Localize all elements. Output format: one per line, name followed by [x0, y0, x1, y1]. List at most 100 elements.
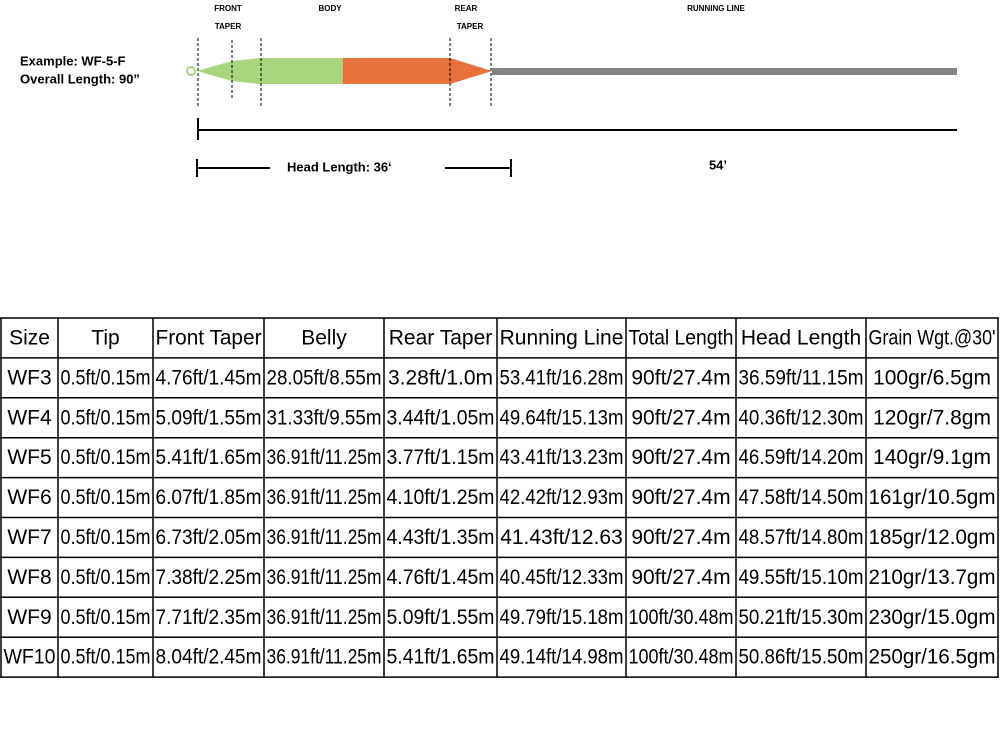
table-cell: 3.77ft/1.15m: [387, 446, 495, 469]
section-label: RUNNING LINE: [687, 4, 745, 13]
table-cell: 4.10ft/1.25m: [387, 486, 495, 509]
table-cell: 31.33ft/9.55m: [267, 406, 382, 429]
table-cell: 0.5ft/0.15m: [61, 446, 151, 469]
table-cell: 0.5ft/0.15m: [61, 646, 151, 669]
header-cell: Running Line: [500, 326, 624, 349]
table-cell: 49.14ft/14.98m: [500, 646, 624, 669]
table-cell: WF10: [4, 646, 56, 669]
head-length: Head Length: 36‘: [287, 159, 392, 174]
table-cell: 36.91ft/11.25m: [267, 446, 382, 469]
table-cell: WF6: [7, 486, 51, 509]
header-cell: Tip: [91, 326, 119, 349]
table-cell: 41.43ft/12.63: [500, 526, 623, 549]
table-cell: WF4: [7, 406, 52, 429]
table-cell: 46.59ft/14.20m: [739, 446, 864, 469]
table-cell: 0.5ft/0.15m: [61, 526, 151, 549]
table-cell: 40.36ft/12.30m: [739, 406, 864, 429]
table-cell: 49.64ft/15.13m: [500, 406, 624, 429]
table-cell: 42.42ft/12.93m: [500, 486, 624, 509]
table-cell: 90ft/27.4m: [631, 566, 730, 589]
table-cell: 36.91ft/11.25m: [267, 526, 382, 549]
header-cell: Size: [9, 326, 50, 349]
length-label: Overall Length: 90”: [20, 71, 140, 86]
table-cell: 4.76ft/1.45m: [156, 366, 262, 389]
length-lines: [196, 118, 957, 177]
section-label: BODY: [318, 4, 342, 13]
section-label: TAPER: [215, 22, 242, 31]
table-cell: 3.44ft/1.05m: [387, 406, 495, 429]
table-cell: 185gr/12.0gm: [869, 526, 996, 549]
table-cell: 0.5ft/0.15m: [61, 486, 151, 509]
table-cell: 36.91ft/11.25m: [267, 646, 382, 669]
table-cell: 140gr/9.1gm: [873, 446, 991, 469]
table-cell: 5.09ft/1.55m: [387, 606, 495, 629]
section-label: REAR: [455, 4, 478, 13]
table-cell: 90ft/27.4m: [631, 406, 730, 429]
example-label: Example: WF-5-F: [20, 53, 126, 68]
header-cell: Front Taper: [156, 326, 262, 349]
table-cell: 250gr/16.5gm: [869, 646, 996, 669]
table-cell: 36.91ft/11.25m: [267, 566, 382, 589]
table-cell: 4.43ft/1.35m: [387, 526, 495, 549]
rear-taper: [343, 58, 492, 84]
table-cell: 0.5ft/0.15m: [61, 566, 151, 589]
table-cell: 28.05ft/8.55m: [267, 366, 382, 389]
line-diagram: FRONT TAPER BODY REAR TAPER RUNNING LINE…: [20, 4, 957, 177]
header-cell: Total Length: [629, 326, 734, 349]
table-cell: 7.71ft/2.35m: [156, 606, 262, 629]
table-cell: 4.76ft/1.45m: [387, 566, 495, 589]
table-cell: 100ft/30.48m: [629, 606, 734, 629]
table-cell: 40.45ft/12.33m: [500, 566, 624, 589]
table-cell: WF8: [7, 566, 51, 589]
header-cell: Head Length: [741, 326, 861, 349]
table-cell: 6.73ft/2.05m: [156, 526, 262, 549]
table-cell: 0.5ft/0.15m: [61, 366, 151, 389]
table-cell: WF3: [7, 366, 51, 389]
spec-table: Size Tip Front Taper Belly Rear Taper Running…: [0, 317, 999, 678]
front-body: [197, 58, 343, 84]
table-cell: 161gr/10.5gm: [869, 486, 996, 509]
table-cell: WF9: [7, 606, 51, 629]
table-cell: 6.07ft/1.85m: [156, 486, 262, 509]
table-cell: 50.86ft/15.50m: [739, 646, 864, 669]
table-cell: WF7: [7, 526, 51, 549]
table-cell: 90ft/27.4m: [631, 366, 730, 389]
table-cell: 49.79ft/15.18m: [500, 606, 624, 629]
table-cell: 3.28ft/1.0m: [388, 366, 493, 389]
running-length: 54’: [709, 157, 727, 172]
table-cell: 0.5ft/0.15m: [61, 606, 151, 629]
table-cell: 0.5ft/0.15m: [61, 406, 151, 429]
header-cell: Belly: [301, 326, 347, 349]
section-label: TAPER: [457, 22, 484, 31]
dividers: [197, 38, 492, 106]
table-cell: 100ft/30.48m: [629, 646, 734, 669]
table-cell: 120gr/7.8gm: [873, 406, 991, 429]
table-cell: 43.41ft/13.23m: [500, 446, 624, 469]
table-cell: 50.21ft/15.30m: [739, 606, 864, 629]
table-cell: 90ft/27.4m: [631, 526, 730, 549]
table-cell: 100gr/6.5gm: [873, 366, 991, 389]
section-label: FRONT: [214, 4, 242, 13]
table-cell: 48.57ft/14.80m: [739, 526, 864, 549]
table-cell: 53.41ft/16.28m: [500, 366, 624, 389]
table-cell: 5.41ft/1.65m: [387, 646, 495, 669]
table-cell: 230gr/15.0gm: [869, 606, 996, 629]
table-cell: 210gr/13.7gm: [869, 566, 996, 589]
table-cell: 90ft/27.4m: [631, 486, 730, 509]
table-cell: 5.09ft/1.55m: [156, 406, 262, 429]
loop: [186, 66, 196, 76]
table-cell: 90ft/27.4m: [631, 446, 730, 469]
table-cell: 49.55ft/15.10m: [739, 566, 864, 589]
table-cell: 47.58ft/14.50m: [739, 486, 864, 509]
header-cell: Rear Taper: [389, 326, 493, 349]
table-cell: 36.91ft/11.25m: [267, 486, 382, 509]
running-line: [492, 68, 957, 75]
table-cell: 5.41ft/1.65m: [156, 446, 262, 469]
table-cell: WF5: [7, 446, 51, 469]
table-cell: 36.91ft/11.25m: [267, 606, 382, 629]
table-cell: 7.38ft/2.25m: [156, 566, 262, 589]
table-cell: 36.59ft/11.15m: [739, 366, 864, 389]
header-cell: Grain Wgt.@30': [869, 326, 996, 349]
table-cell: 8.04ft/2.45m: [156, 646, 262, 669]
